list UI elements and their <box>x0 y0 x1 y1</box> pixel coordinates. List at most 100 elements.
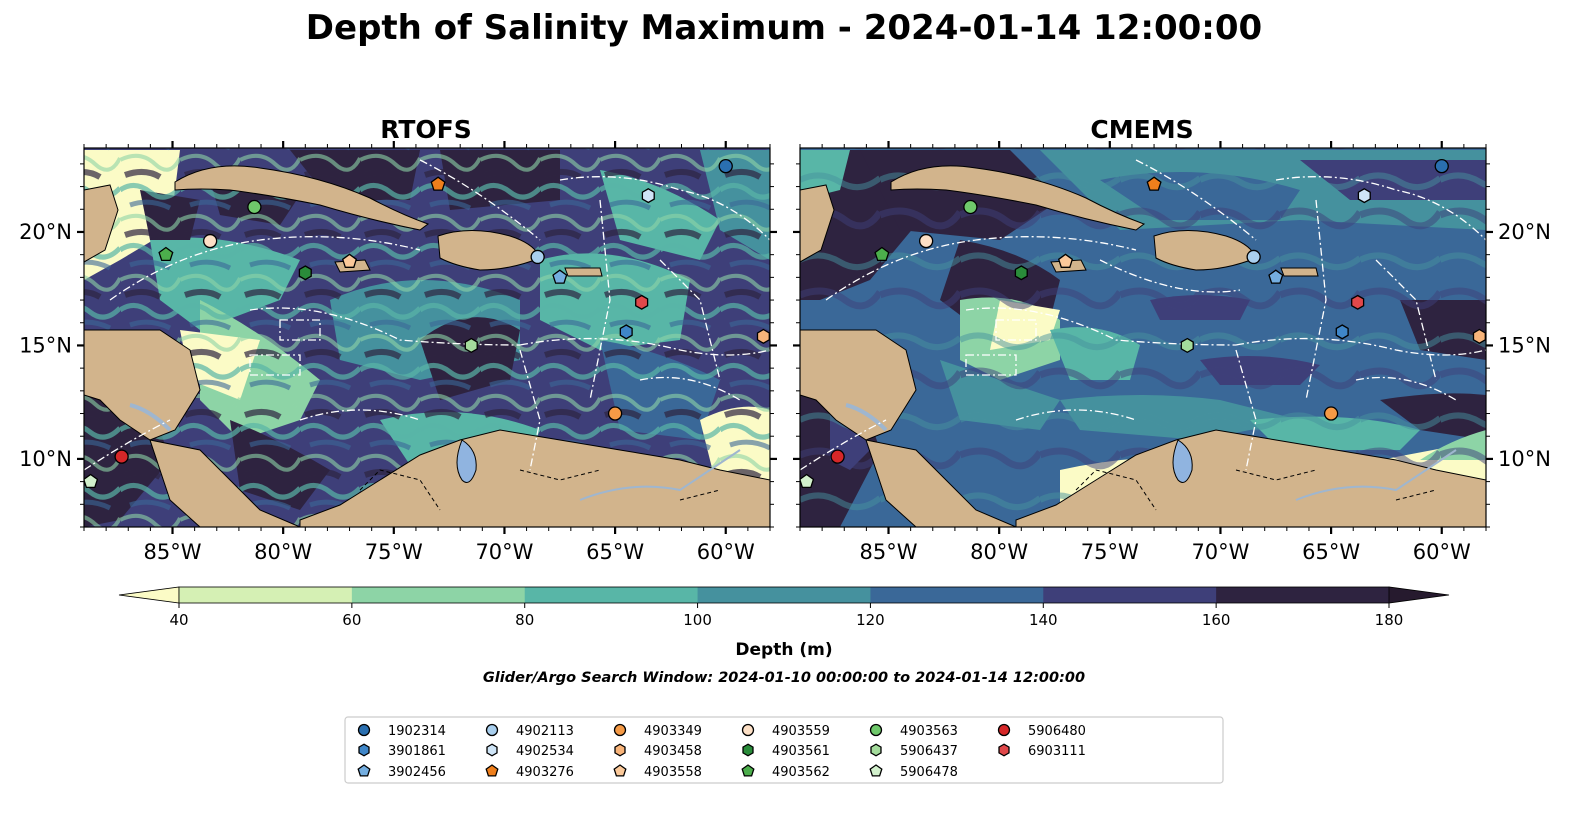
x-tick-label: 85°W <box>144 540 202 564</box>
float-4903458-marker <box>1472 328 1486 344</box>
float-5906437-marker <box>464 337 478 354</box>
legend-label-4903559: 4903559 <box>772 724 830 739</box>
legend-marker-4903561 <box>742 743 754 757</box>
float-4903349-marker <box>607 406 623 421</box>
float-4903276-marker <box>1146 176 1162 191</box>
colorbar: 40 60 80 100 120 140 160 180 Depth (m) <box>118 586 1450 660</box>
legend-label-3901861: 3901861 <box>388 744 446 759</box>
legend-marker-3902456 <box>357 764 371 777</box>
colorbar-extend-max <box>1388 586 1450 604</box>
rtofs-floats <box>84 159 770 489</box>
x-tick-label: 80°W <box>254 540 312 564</box>
colorbar-tick-label: 120 <box>856 611 885 629</box>
colorbar-ticks: 40 60 80 100 120 140 160 180 <box>169 603 1403 629</box>
legend-marker-4903563 <box>869 723 883 737</box>
legend-label-5906437: 5906437 <box>900 744 958 759</box>
search-window-caption: Glider/Argo Search Window: 2024-01-10 00… <box>483 670 1085 686</box>
cmems-white-contours <box>800 159 1486 471</box>
colorbar-swatches <box>118 586 1450 604</box>
float-5906480-marker <box>114 449 129 464</box>
y-tick-label: 15°N <box>19 333 72 357</box>
float-4903561-marker <box>298 265 312 281</box>
legend-marker-6903111 <box>998 743 1010 757</box>
float-3902456-marker <box>552 269 568 284</box>
legend-label-4902534: 4902534 <box>516 744 574 759</box>
panel-title-cmems: CMEMS <box>1090 115 1193 144</box>
colorbar-tick-label: 100 <box>683 611 712 629</box>
float-4903458-marker <box>756 328 770 344</box>
colorbar-swatch <box>1216 587 1390 603</box>
colorbar-swatch <box>697 587 871 603</box>
x-tick-label: 70°W <box>1191 540 1249 564</box>
legend-label-4903458: 4903458 <box>644 744 702 759</box>
colorbar-swatch <box>179 587 353 603</box>
legend-label-5906478: 5906478 <box>900 765 958 780</box>
colorbar-label: Depth (m) <box>735 640 832 660</box>
legend-marker-4903349 <box>613 723 627 737</box>
float-1902314-marker <box>1434 159 1449 174</box>
legend-marker-5906437 <box>870 743 882 757</box>
legend-marker-5906478 <box>869 764 883 777</box>
y-tick-label: 15°N <box>1498 333 1551 357</box>
legend-marker-4903558 <box>613 764 627 777</box>
cmems-map-area <box>800 148 1486 527</box>
legend-marker-4902113 <box>485 723 499 737</box>
colorbar-tick-label: 180 <box>1375 611 1404 629</box>
float-4902534-marker <box>1357 188 1371 204</box>
float-4902534-marker <box>641 188 655 204</box>
panel-rtofs: RTOFS <box>19 115 777 564</box>
cmems-ticks: 85°W 80°W 75°W 70°W 65°W 60°W 10°N 15°N 20°N <box>793 141 1551 564</box>
float-5906478-marker <box>84 473 99 489</box>
float-4903562-marker <box>874 246 890 262</box>
colorbar-outline <box>178 586 1390 604</box>
float-4903561-marker <box>1014 265 1028 281</box>
x-tick-label: 60°W <box>1413 540 1471 564</box>
x-tick-label: 80°W <box>970 540 1028 564</box>
float-4903563-marker <box>247 199 262 215</box>
legend-marker-1902314 <box>357 723 371 737</box>
y-tick-label: 20°N <box>1498 220 1551 244</box>
legend-label-4903563: 4903563 <box>900 724 958 739</box>
legend-label-6903111: 6903111 <box>1028 744 1086 759</box>
rtofs-map-area <box>84 148 770 527</box>
rtofs-white-contours <box>84 159 770 471</box>
colorbar-tick-label: 140 <box>1029 611 1058 629</box>
rtofs-land <box>84 165 770 527</box>
legend-marker-4903458 <box>614 743 626 757</box>
colorbar-extend-min <box>118 586 180 604</box>
legend-marker-4903276 <box>485 764 499 777</box>
x-tick-label: 75°W <box>1081 540 1139 564</box>
y-tick-label: 20°N <box>19 220 72 244</box>
float-4902113-marker <box>530 249 545 265</box>
colorbar-tick-label: 40 <box>169 611 188 629</box>
float-5906437-marker <box>1180 337 1194 354</box>
colorbar-tick-label: 60 <box>342 611 361 629</box>
legend: 1902314 3901861 3902456 4902113 4902534 49032… <box>344 716 1224 784</box>
legend-entries: 1902314 3901861 3902456 4902113 4902534 49032… <box>357 723 1086 780</box>
float-4903558-marker <box>1057 253 1074 268</box>
float-3902456-marker <box>1268 269 1284 284</box>
legend-marker-4903562 <box>741 764 755 777</box>
y-tick-label: 10°N <box>1498 447 1551 471</box>
panel-cmems: CMEMS <box>793 115 1551 564</box>
x-tick-label: 65°W <box>1302 540 1360 564</box>
x-tick-label: 75°W <box>365 540 423 564</box>
y-tick-label: 10°N <box>19 447 72 471</box>
cmems-land <box>800 165 1486 527</box>
x-tick-label: 65°W <box>586 540 644 564</box>
legend-label-3902456: 3902456 <box>388 765 446 780</box>
x-tick-label: 70°W <box>475 540 533 564</box>
colorbar-swatch <box>351 587 526 603</box>
cmems-frame <box>799 147 1487 528</box>
x-tick-label: 85°W <box>860 540 918 564</box>
legend-marker-5906480 <box>997 723 1011 737</box>
legend-label-5906480: 5906480 <box>1028 724 1086 739</box>
float-6903111-marker <box>635 294 649 310</box>
float-4903276-marker <box>430 176 446 191</box>
float-4903558-marker <box>341 253 358 268</box>
cmems-floats <box>800 159 1486 489</box>
figure-title: Depth of Salinity Maximum - 2024-01-14 1… <box>306 8 1262 48</box>
float-5906478-marker <box>800 473 815 489</box>
colorbar-tick-label: 80 <box>515 611 534 629</box>
